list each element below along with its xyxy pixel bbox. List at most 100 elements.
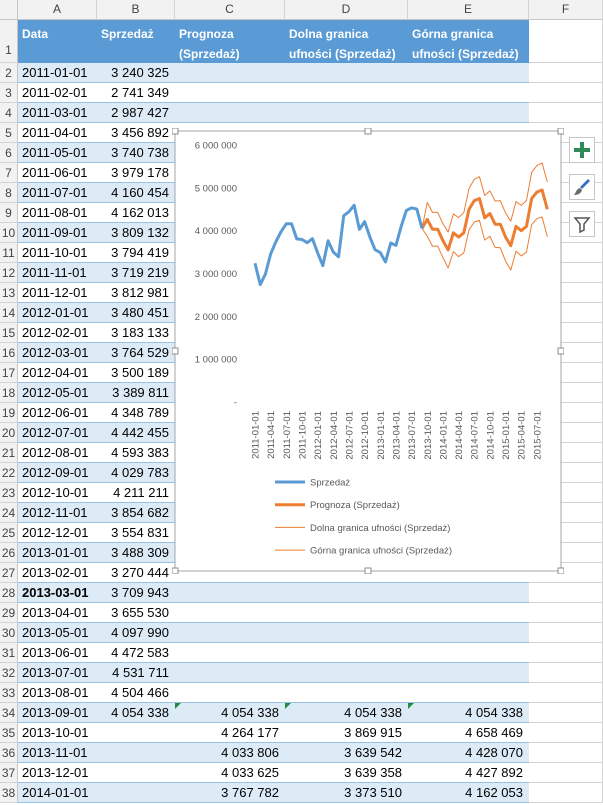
cell: 4 427 892 xyxy=(408,763,529,783)
x-tick-label: 2013-10-01 xyxy=(423,411,434,460)
row-header: 34 xyxy=(0,703,18,723)
row-header: 35 xyxy=(0,723,18,743)
row-header: 11 xyxy=(0,243,18,263)
cell: 2012-04-01 xyxy=(18,363,97,383)
cell: 3 500 189 xyxy=(97,363,175,383)
cell: 2012-02-01 xyxy=(18,323,97,343)
resize-handle xyxy=(557,347,564,355)
column-header: D xyxy=(285,0,408,20)
header-cell: Górna granica ufności (Sprzedaż) xyxy=(408,20,529,63)
cell xyxy=(529,623,603,643)
cell xyxy=(529,83,603,103)
cell: 3 809 132 xyxy=(97,223,175,243)
cell: 2011-07-01 xyxy=(18,183,97,203)
row-header: 36 xyxy=(0,743,18,763)
cell: 3 979 178 xyxy=(97,163,175,183)
column-header: F xyxy=(529,0,603,20)
x-tick-label: 2014-04-01 xyxy=(454,411,465,460)
cell xyxy=(175,623,285,643)
cell xyxy=(408,103,529,123)
row-header: 15 xyxy=(0,323,18,343)
cell: 2013-07-01 xyxy=(18,663,97,683)
cell xyxy=(285,663,408,683)
cell: 4 054 338 xyxy=(285,703,408,723)
cell xyxy=(285,103,408,123)
cell: 3 456 892 xyxy=(97,123,175,143)
cell: 3 740 738 xyxy=(97,143,175,163)
cell xyxy=(175,683,285,703)
row-header: 16 xyxy=(0,343,18,363)
cell xyxy=(285,583,408,603)
cell: 2013-01-01 xyxy=(18,543,97,563)
corner-cell xyxy=(0,0,18,20)
cell: 2013-04-01 xyxy=(18,603,97,623)
row-header: 30 xyxy=(0,623,18,643)
cell xyxy=(408,583,529,603)
cell: 2012-05-01 xyxy=(18,383,97,403)
header-cell: Dolna granica ufności (Sprzedaż) xyxy=(285,20,408,63)
row-header: 9 xyxy=(0,203,18,223)
cell: 2013-11-01 xyxy=(18,743,97,763)
cell: 2011-02-01 xyxy=(18,83,97,103)
cell xyxy=(529,20,603,63)
row-header: 20 xyxy=(0,423,18,443)
cell: 2013-09-01 xyxy=(18,703,97,723)
series-line xyxy=(421,162,548,233)
cell xyxy=(529,783,603,803)
error-indicator xyxy=(408,703,414,709)
series-line xyxy=(420,188,549,252)
cell xyxy=(97,723,175,743)
cell: 3 719 219 xyxy=(97,263,175,283)
row-header: 1 xyxy=(0,20,18,63)
resize-handle xyxy=(364,128,372,135)
y-tick-label: 4 000 000 xyxy=(195,226,237,237)
cell xyxy=(175,103,285,123)
chart-elements-button[interactable] xyxy=(569,137,595,163)
cell: 2013-03-01 xyxy=(18,583,97,603)
resize-handle xyxy=(172,347,179,355)
row-header: 13 xyxy=(0,283,18,303)
x-tick-label: 2013-07-01 xyxy=(407,411,418,460)
cell: 4 162 053 xyxy=(408,783,529,803)
x-tick-label: 2011-10-01 xyxy=(297,411,308,459)
chart-styles-button[interactable] xyxy=(569,174,595,200)
row-header: 28 xyxy=(0,583,18,603)
row-header: 31 xyxy=(0,643,18,663)
cell: 4 033 806 xyxy=(175,743,285,763)
resize-handle xyxy=(172,128,179,135)
row-header: 21 xyxy=(0,443,18,463)
cell: 2011-05-01 xyxy=(18,143,97,163)
cell: 2011-09-01 xyxy=(18,223,97,243)
cell: 2013-10-01 xyxy=(18,723,97,743)
x-tick-label: 2014-01-01 xyxy=(438,411,449,460)
y-tick-label: 1 000 000 xyxy=(195,355,237,366)
row-header: 27 xyxy=(0,563,18,583)
cell: 2013-02-01 xyxy=(18,563,97,583)
header-cell: Data xyxy=(18,20,97,63)
cell: 4 593 383 xyxy=(97,443,175,463)
chart-border xyxy=(174,130,562,572)
cell: 4 029 783 xyxy=(97,463,175,483)
cell xyxy=(285,643,408,663)
cell xyxy=(529,103,603,123)
x-tick-label: 2012-10-01 xyxy=(360,411,371,460)
cell: 4 264 177 xyxy=(175,723,285,743)
cell: 2011-08-01 xyxy=(18,203,97,223)
x-tick-label: 2013-01-01 xyxy=(376,411,387,460)
chart-filters-button[interactable] xyxy=(569,211,595,237)
cell xyxy=(175,603,285,623)
cell xyxy=(175,663,285,683)
cell xyxy=(529,643,603,663)
cell xyxy=(97,763,175,783)
cell xyxy=(97,743,175,763)
row-header: 7 xyxy=(0,163,18,183)
chart[interactable]: - 1 000 000 2 000 000 3 000 000 4 000 000 5 0… xyxy=(172,128,564,574)
cell: 2012-12-01 xyxy=(18,523,97,543)
cell xyxy=(408,63,529,83)
cell xyxy=(408,643,529,663)
row-header: 26 xyxy=(0,543,18,563)
cell: 2012-06-01 xyxy=(18,403,97,423)
legend-label: Górna granica ufności (Sprzedaż) xyxy=(310,546,452,557)
cell: 2013-12-01 xyxy=(18,763,97,783)
cell: 4 160 454 xyxy=(97,183,175,203)
